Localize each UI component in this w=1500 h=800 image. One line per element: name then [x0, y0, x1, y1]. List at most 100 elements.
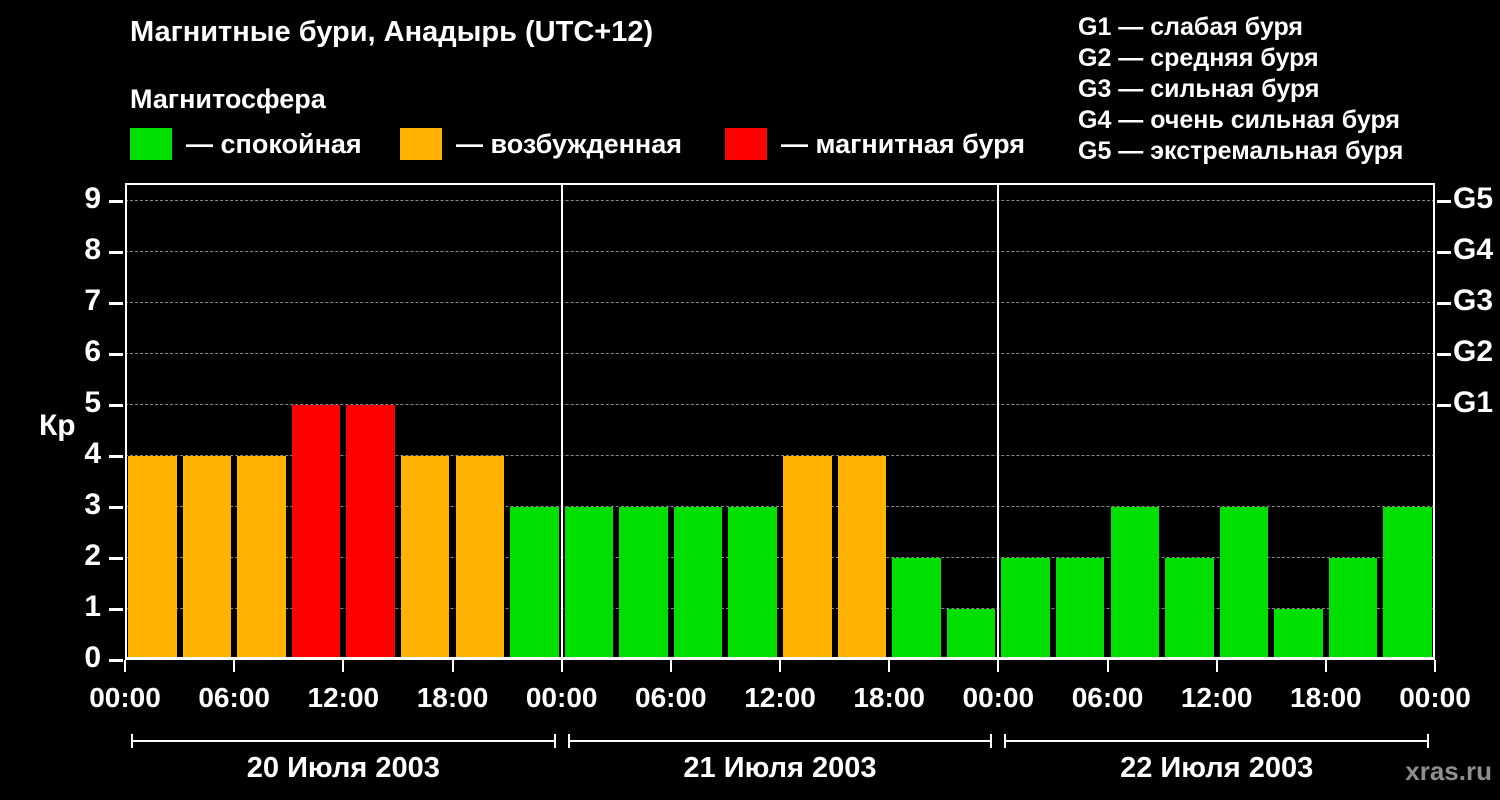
- x-axis-tick: [888, 660, 891, 672]
- x-axis-tick: [1434, 660, 1436, 672]
- y-axis-tick-label: 8: [84, 233, 101, 266]
- date-label: 21 Июля 2003: [683, 752, 877, 784]
- legend-label: — магнитная буря: [781, 128, 1025, 159]
- g-scale-label: G5: [1453, 182, 1494, 215]
- gridline: [125, 200, 1435, 201]
- y-axis-title: Кр: [39, 409, 76, 442]
- page-title: Магнитные бури, Анадырь (UTC+12): [130, 16, 654, 48]
- x-axis-tick-label: 12:00: [307, 682, 380, 713]
- date-bracket-line: [131, 740, 556, 742]
- x-axis-tick: [1324, 660, 1327, 672]
- y-axis-tick: [109, 251, 123, 254]
- g-scale-tick: [1437, 353, 1451, 356]
- gridline: [125, 557, 1435, 558]
- x-axis-tick-label: 18:00: [853, 682, 925, 713]
- kp-bar: [1328, 558, 1378, 657]
- legend-color-swatch: [725, 128, 767, 160]
- legend-item: — возбужденная: [400, 128, 682, 160]
- legend-label: — спокойная: [186, 128, 362, 159]
- y-axis-tick: [109, 608, 123, 611]
- magnetosphere-subtitle: Магнитосфера: [130, 84, 326, 114]
- y-axis-tick: [109, 557, 123, 560]
- axis-right: [1433, 183, 1435, 660]
- legend-label: — возбужденная: [456, 128, 682, 159]
- kp-bar: [728, 507, 777, 657]
- axis-top: [125, 183, 1435, 185]
- kp-bar: [291, 405, 341, 657]
- x-axis-tick-label: 06:00: [198, 682, 270, 713]
- watermark: xras.ru: [1405, 756, 1492, 786]
- g-scale-tick: [1437, 251, 1451, 254]
- g-scale-legend-line: G4 — очень сильная буря: [1078, 106, 1400, 134]
- y-axis-tick-label: 6: [84, 335, 101, 368]
- y-axis-tick-label: 7: [84, 284, 101, 317]
- x-axis-tick-label: 06:00: [1071, 682, 1144, 713]
- y-axis-tick-label: 1: [84, 590, 101, 623]
- day-separator: [560, 183, 563, 660]
- kp-bar: [510, 507, 559, 657]
- gridline: [125, 506, 1435, 507]
- date-bracket-cap: [553, 734, 556, 748]
- y-axis-tick-label: 2: [84, 539, 101, 572]
- date-bracket-cap: [567, 734, 570, 748]
- y-axis-tick: [109, 506, 123, 509]
- day-separator: [997, 183, 1000, 660]
- legend-item: — спокойная: [130, 128, 362, 160]
- date-bracket-cap: [131, 734, 133, 748]
- kp-bar: [1001, 558, 1050, 657]
- y-axis-tick-label: 4: [84, 437, 101, 470]
- gridline: [125, 251, 1435, 252]
- x-axis-tick-label: 18:00: [416, 682, 489, 713]
- magnetosphere-legend: — спокойная — возбужденная — магнитная бур…: [0, 128, 1500, 170]
- kp-bar: [1274, 609, 1323, 657]
- gridline: [125, 608, 1435, 609]
- kp-bar: [673, 507, 723, 657]
- kp-bar: [400, 456, 450, 657]
- kp-bar: [783, 456, 832, 657]
- kp-bar: [946, 609, 996, 657]
- g-scale-legend-line: G1 — слабая буря: [1078, 13, 1304, 41]
- legend-color-swatch: [400, 128, 442, 160]
- y-axis-tick: [109, 353, 123, 356]
- kp-bar: [1055, 558, 1105, 657]
- kp-bar: [619, 507, 668, 657]
- kp-bar: [892, 558, 941, 657]
- kp-bar: [837, 456, 887, 657]
- kp-bar: [1165, 558, 1214, 657]
- legend-item: — магнитная буря: [725, 128, 1025, 160]
- y-axis-tick-label: 0: [84, 641, 101, 674]
- kp-bar: [237, 456, 286, 657]
- x-axis-tick: [1215, 660, 1218, 672]
- kp-bar: [564, 507, 614, 657]
- y-axis-tick-label: 9: [84, 182, 101, 215]
- g-scale-tick: [1437, 302, 1451, 305]
- gridline: [125, 353, 1435, 354]
- x-axis-tick-label: 00:00: [89, 682, 161, 713]
- g-scale-label: G1: [1453, 386, 1494, 419]
- x-axis-tick: [997, 660, 1000, 672]
- axis-left: [125, 183, 127, 660]
- x-axis-tick-label: 18:00: [1290, 682, 1362, 713]
- x-axis-tick: [1106, 660, 1109, 672]
- date-bracket-cap: [1004, 734, 1007, 748]
- x-axis-tick-label: 06:00: [635, 682, 707, 713]
- g-scale-tick: [1437, 404, 1451, 407]
- g-scale-label: G3: [1453, 284, 1494, 317]
- g-scale-legend-line: G2 — средняя буря: [1078, 44, 1319, 72]
- kp-bar: [182, 456, 232, 657]
- g-scale-legend-line: G3 — сильная буря: [1078, 75, 1320, 103]
- kp-bar: [455, 456, 505, 657]
- y-axis-tick: [109, 455, 123, 458]
- date-bracket-line: [1004, 740, 1429, 742]
- kp-bar-chart: 0 1 2 3 4 5 6 7 8 9 Кр G1 G2 G3 G4 G5 00:00 06:00 12:00 18:…: [39, 182, 1493, 784]
- x-axis-tick: [779, 660, 781, 672]
- x-axis-tick-label: 00:00: [1399, 682, 1471, 713]
- x-axis-tick: [124, 660, 126, 672]
- y-axis-tick: [109, 404, 123, 407]
- date-bracket-cap: [990, 734, 993, 748]
- y-axis-tick-label: 3: [84, 488, 101, 521]
- x-axis-tick: [342, 660, 345, 672]
- g-scale-label: G2: [1453, 335, 1494, 368]
- x-axis-tick: [451, 660, 454, 672]
